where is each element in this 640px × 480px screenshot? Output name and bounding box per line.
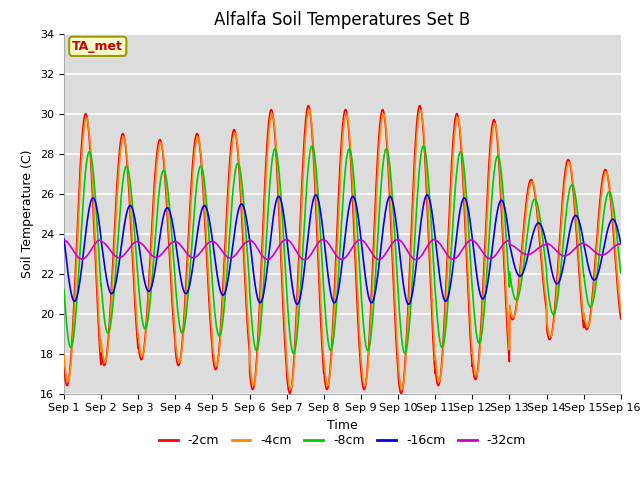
Text: TA_met: TA_met: [72, 40, 124, 53]
Legend: -2cm, -4cm, -8cm, -16cm, -32cm: -2cm, -4cm, -8cm, -16cm, -32cm: [154, 429, 531, 452]
Title: Alfalfa Soil Temperatures Set B: Alfalfa Soil Temperatures Set B: [214, 11, 470, 29]
Y-axis label: Soil Temperature (C): Soil Temperature (C): [22, 149, 35, 278]
X-axis label: Time: Time: [327, 419, 358, 432]
